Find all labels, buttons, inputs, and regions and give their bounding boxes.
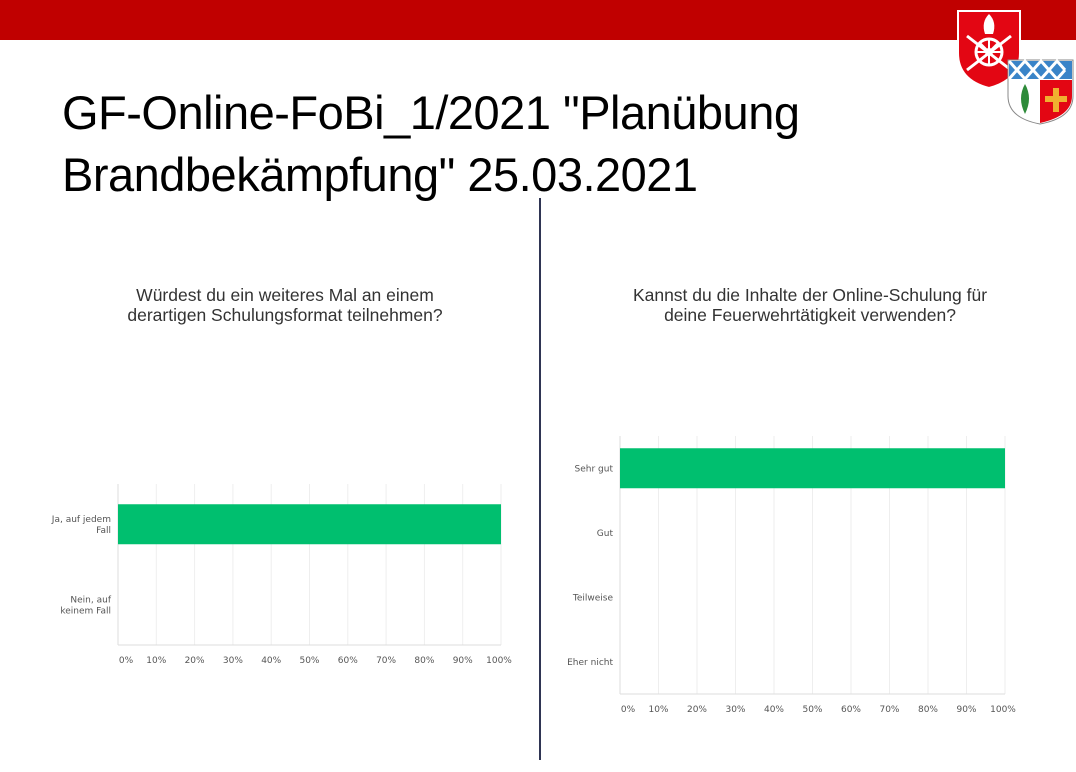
x-tick-label: 50% bbox=[802, 705, 822, 715]
x-tick-label: 70% bbox=[879, 705, 899, 715]
x-tick-label: 30% bbox=[223, 656, 243, 666]
x-tick-label: 80% bbox=[414, 656, 434, 666]
category-label: Eher nicht bbox=[567, 658, 613, 668]
x-tick-label: 10% bbox=[648, 705, 668, 715]
bar bbox=[620, 448, 1005, 489]
district-coat-of-arms-icon bbox=[1007, 58, 1074, 125]
chart-2-title-line-1: Kannst du die Inhalte der Online-Schulun… bbox=[632, 285, 988, 305]
x-tick-label: 0% bbox=[119, 656, 134, 666]
fire-brigade-coat-of-arms-icon bbox=[957, 10, 1021, 90]
chart-1-title-line-1: Würdest du ein weiteres Mal an einem bbox=[136, 285, 434, 305]
x-tick-label: 20% bbox=[185, 656, 205, 666]
top-bar bbox=[0, 0, 1076, 40]
category-label: Gut bbox=[597, 529, 614, 539]
x-tick-label: 60% bbox=[841, 705, 861, 715]
x-tick-label: 100% bbox=[990, 705, 1016, 715]
x-tick-label: 60% bbox=[338, 656, 358, 666]
divider bbox=[539, 198, 541, 760]
chart-2-title: Kannst du die Inhalte der Online-Schulun… bbox=[555, 285, 1065, 325]
x-tick-label: 20% bbox=[687, 705, 707, 715]
x-tick-label: 10% bbox=[146, 656, 166, 666]
slide-title: GF-Online-FoBi_1/2021 "Planübung Brandbe… bbox=[62, 82, 800, 206]
bar bbox=[118, 504, 501, 545]
coats-of-arms bbox=[957, 10, 1074, 125]
x-tick-label: 0% bbox=[621, 705, 636, 715]
x-tick-label: 40% bbox=[764, 705, 784, 715]
x-tick-label: 90% bbox=[956, 705, 976, 715]
category-label: Nein, auf bbox=[70, 595, 111, 605]
x-tick-label: 80% bbox=[918, 705, 938, 715]
x-tick-label: 70% bbox=[376, 656, 396, 666]
category-label: Teilweise bbox=[572, 593, 614, 603]
category-label: Ja, auf jedem bbox=[51, 515, 111, 525]
x-tick-label: 50% bbox=[299, 656, 319, 666]
chart-2: 0% 10% 20% 30% 40% 50% 60% 70% 80% 90% 100% Sehr gu… bbox=[567, 436, 1016, 715]
x-tick-label: 90% bbox=[453, 656, 473, 666]
category-label: Fall bbox=[96, 526, 111, 536]
title-line-2: Brandbekämpfung" 25.03.2021 bbox=[62, 148, 698, 201]
chart-1: 0% 10% 20% 30% 40% 50% 60% 70% 80% 90% 100% Ja, auf… bbox=[51, 484, 512, 666]
category-label: Sehr gut bbox=[575, 464, 614, 474]
x-tick-label: 100% bbox=[486, 656, 512, 666]
chart-1-title: Würdest du ein weiteres Mal an einem der… bbox=[40, 285, 530, 325]
chart-2-title-line-2: deine Feuerwehrtätigkeit verwenden? bbox=[664, 305, 956, 325]
x-tick-label: 30% bbox=[725, 705, 745, 715]
chart-1-title-line-2: derartigen Schulungsformat teilnehmen? bbox=[127, 305, 443, 325]
x-tick-label: 40% bbox=[261, 656, 281, 666]
title-line-1: GF-Online-FoBi_1/2021 "Planübung bbox=[62, 86, 800, 139]
category-label: keinem Fall bbox=[60, 606, 111, 616]
